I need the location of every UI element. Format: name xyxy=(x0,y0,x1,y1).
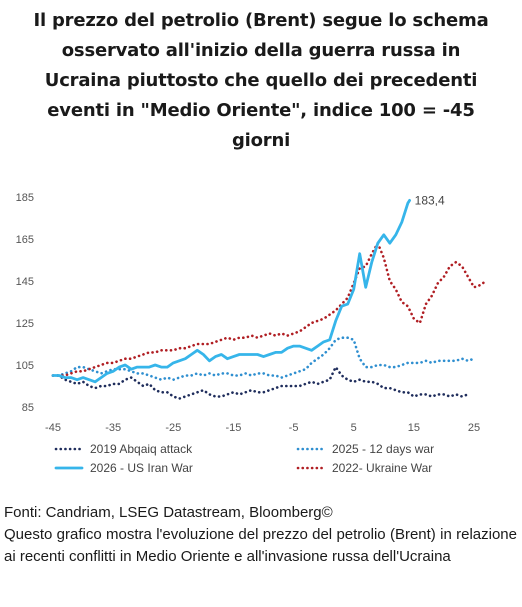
y-tick-label: 145 xyxy=(16,276,34,288)
series-layer: 183,4 xyxy=(51,193,488,400)
line-chart: 183,4 85 105 125 145 165 185 -45 -35 -25 -15 -5 5 15… xyxy=(16,192,488,475)
sources-text: Fonti: Candriam, LSEG Datastream, Bloomb… xyxy=(4,504,333,521)
description-text: Questo grafico mostra l'evoluzione del p… xyxy=(4,526,517,565)
legend-item: 2025 - 12 days war xyxy=(296,442,434,456)
series-line-2022-ukraine-war xyxy=(51,241,488,377)
x-tick-label: -15 xyxy=(225,422,241,434)
y-tick-label: 125 xyxy=(16,318,34,330)
y-tick-label: 185 xyxy=(16,192,34,204)
x-tick-label: 5 xyxy=(351,422,357,434)
legend-item: 2026 - US Iran War xyxy=(54,461,193,475)
title-line: osservato all'inizio della guerra russa … xyxy=(61,40,461,61)
legend-label: 2026 - US Iran War xyxy=(90,461,193,475)
x-tick-label: 15 xyxy=(408,422,420,434)
axis-layer: 85 105 125 145 165 185 -45 -35 -25 -15 -5 5 15 25 xyxy=(16,192,480,434)
chart-title: Il prezzo del petrolio (Brent) segue lo … xyxy=(0,6,522,156)
y-tick-label: 165 xyxy=(16,234,34,246)
title-line: giorni xyxy=(231,130,291,151)
series-line-2019-abqaiq-attack xyxy=(51,365,470,400)
end-value-label: 183,4 xyxy=(415,193,445,207)
y-tick-label: 105 xyxy=(16,360,34,372)
notes: Fonti: Candriam, LSEG Datastream, Bloomb… xyxy=(4,502,517,568)
title-line: Il prezzo del petrolio (Brent) segue lo … xyxy=(33,10,489,31)
x-tick-label: -25 xyxy=(165,422,181,434)
x-tick-label: -5 xyxy=(289,422,299,434)
series-line-2026-us-iran-war xyxy=(51,199,411,384)
title-line: Ucraina piuttosto che quello dei precede… xyxy=(44,70,478,91)
series-line-2025-12-days-war xyxy=(51,336,476,381)
y-tick-label: 85 xyxy=(22,402,34,414)
title-line: eventi in "Medio Oriente", indice 100 = … xyxy=(47,100,475,121)
x-tick-label: -35 xyxy=(105,422,121,434)
legend-label: 2022- Ukraine War xyxy=(332,461,432,475)
legend-label: 2019 Abqaiq attack xyxy=(90,442,193,456)
legend: 2019 Abqaiq attack 2025 - 12 days war 2026… xyxy=(54,442,434,475)
x-tick-label: 25 xyxy=(468,422,480,434)
x-tick-label: -45 xyxy=(45,422,61,434)
legend-item: 2022- Ukraine War xyxy=(296,461,432,475)
legend-item: 2019 Abqaiq attack xyxy=(54,442,193,456)
legend-label: 2025 - 12 days war xyxy=(332,442,434,456)
